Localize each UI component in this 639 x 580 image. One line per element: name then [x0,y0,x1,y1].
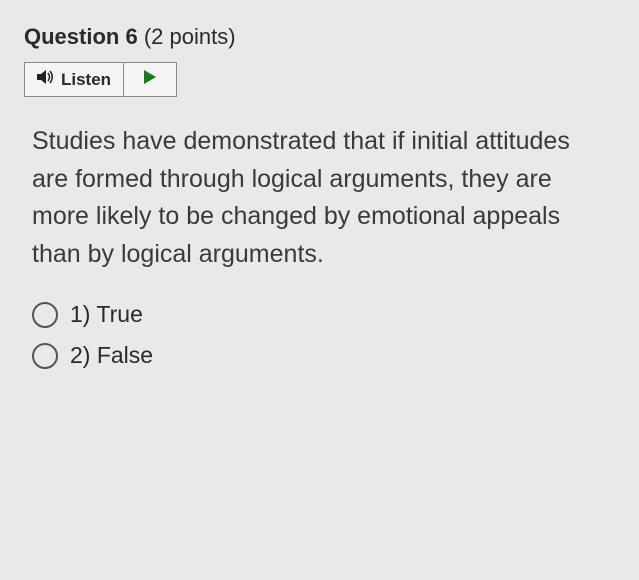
listen-label: Listen [61,70,111,90]
option-label: 1) True [70,301,143,328]
option-true[interactable]: 1) True [32,301,615,328]
options-group: 1) True 2) False [32,301,615,369]
radio-icon [32,302,58,328]
question-points: (2 points) [144,24,236,49]
speaker-icon [37,69,55,90]
play-icon [143,69,157,90]
option-label: 2) False [70,342,153,369]
listen-button[interactable]: Listen [25,63,124,96]
question-number: 6 [125,24,137,49]
radio-icon [32,343,58,369]
listen-toolbar: Listen [24,62,177,97]
question-body: Studies have demonstrated that if initia… [32,123,611,273]
question-header: Question 6 (2 points) [24,24,615,50]
question-label-prefix: Question [24,24,119,49]
play-button[interactable] [124,63,176,96]
option-false[interactable]: 2) False [32,342,615,369]
